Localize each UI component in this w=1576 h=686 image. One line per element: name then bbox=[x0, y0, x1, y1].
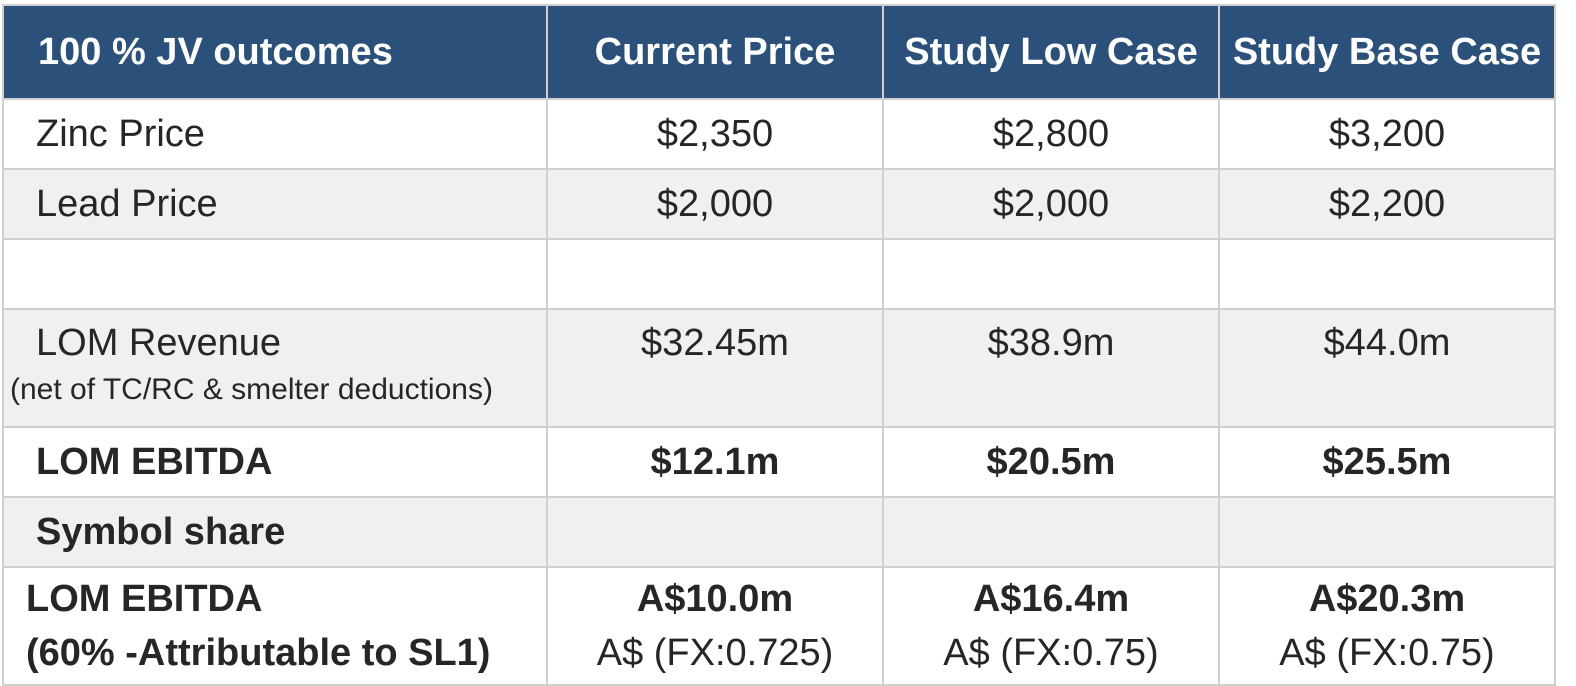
attributable-value: A$16.4m bbox=[972, 578, 1130, 620]
fx-note: A$ (FX:0.725) bbox=[596, 632, 834, 674]
header-study-base-case: Study Base Case bbox=[1218, 4, 1556, 100]
row-label: Zinc Price bbox=[2, 98, 548, 170]
attributable-ebitda-row: LOM EBITDA (60% -Attributable to SL1) A$… bbox=[2, 566, 1556, 686]
cell-current: $32.45m bbox=[546, 308, 884, 428]
header-jv-outcomes: 100 % JV outcomes bbox=[2, 4, 548, 100]
fx-note: A$ (FX:0.75) bbox=[1279, 632, 1495, 674]
row-label: LOM Revenue (net of TC/RC & smelter dedu… bbox=[2, 308, 548, 428]
cell-base: A$20.3m A$ (FX:0.75) bbox=[1218, 566, 1556, 686]
fx-note: A$ (FX:0.75) bbox=[943, 632, 1159, 674]
empty-cell bbox=[2, 238, 548, 310]
zinc-price-row: Zinc Price $2,350 $2,800 $3,200 bbox=[2, 98, 1556, 170]
lom-ebitda-row: LOM EBITDA $12.1m $20.5m $25.5m bbox=[2, 426, 1556, 498]
attributable-label-line2: (60% -Attributable to SL1) bbox=[26, 632, 491, 674]
cell-low: $2,800 bbox=[882, 98, 1220, 170]
attributable-label-line1: LOM EBITDA bbox=[26, 578, 263, 620]
revenue-note: (net of TC/RC & smelter deductions) bbox=[10, 373, 493, 406]
lom-revenue-row: LOM Revenue (net of TC/RC & smelter dedu… bbox=[2, 308, 1556, 428]
cell-base: $44.0m bbox=[1218, 308, 1556, 428]
empty-row bbox=[2, 238, 1556, 310]
empty-cell bbox=[546, 496, 884, 568]
attributable-value: A$20.3m bbox=[1308, 578, 1466, 620]
cell-current: $2,000 bbox=[546, 168, 884, 240]
revenue-label: LOM Revenue bbox=[36, 322, 282, 364]
symbol-share-row: Symbol share bbox=[2, 496, 1556, 568]
cell-low: $20.5m bbox=[882, 426, 1220, 498]
empty-cell bbox=[1218, 238, 1556, 310]
row-label: LOM EBITDA (60% -Attributable to SL1) bbox=[2, 566, 548, 686]
lead-price-row: Lead Price $2,000 $2,000 $2,200 bbox=[2, 168, 1556, 240]
empty-cell bbox=[1218, 496, 1556, 568]
cell-low: $38.9m bbox=[882, 308, 1220, 428]
cell-current: A$10.0m A$ (FX:0.725) bbox=[546, 566, 884, 686]
empty-cell bbox=[882, 496, 1220, 568]
empty-cell bbox=[882, 238, 1220, 310]
jv-outcomes-table: 100 % JV outcomes Current Price Study Lo… bbox=[2, 4, 1556, 686]
empty-cell bbox=[546, 238, 884, 310]
cell-low: $2,000 bbox=[882, 168, 1220, 240]
header-current-price: Current Price bbox=[546, 4, 884, 100]
cell-base: $3,200 bbox=[1218, 98, 1556, 170]
attributable-value: A$10.0m bbox=[636, 578, 794, 620]
row-label: Symbol share bbox=[2, 496, 548, 568]
cell-current: $2,350 bbox=[546, 98, 884, 170]
cell-base: $2,200 bbox=[1218, 168, 1556, 240]
cell-base: $25.5m bbox=[1218, 426, 1556, 498]
header-study-low-case: Study Low Case bbox=[882, 4, 1220, 100]
cell-low: A$16.4m A$ (FX:0.75) bbox=[882, 566, 1220, 686]
row-label: LOM EBITDA bbox=[2, 426, 548, 498]
header-row: 100 % JV outcomes Current Price Study Lo… bbox=[2, 4, 1556, 100]
cell-current: $12.1m bbox=[546, 426, 884, 498]
row-label: Lead Price bbox=[2, 168, 548, 240]
